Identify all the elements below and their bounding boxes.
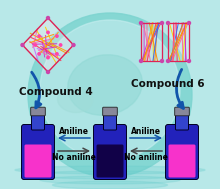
FancyBboxPatch shape — [97, 145, 123, 177]
Circle shape — [161, 22, 163, 25]
Circle shape — [56, 53, 58, 55]
Ellipse shape — [15, 166, 205, 174]
Circle shape — [46, 16, 50, 19]
FancyBboxPatch shape — [103, 113, 117, 130]
FancyBboxPatch shape — [176, 113, 189, 130]
Text: Compound 4: Compound 4 — [19, 87, 93, 97]
Ellipse shape — [28, 171, 192, 179]
FancyBboxPatch shape — [94, 125, 126, 180]
Circle shape — [47, 31, 49, 34]
Ellipse shape — [40, 176, 180, 184]
Text: No aniline: No aniline — [52, 153, 96, 162]
FancyBboxPatch shape — [31, 113, 44, 130]
Circle shape — [28, 13, 192, 177]
Circle shape — [139, 22, 143, 25]
Circle shape — [46, 70, 50, 74]
Ellipse shape — [58, 88, 92, 112]
Text: Aniline: Aniline — [131, 127, 161, 136]
FancyBboxPatch shape — [31, 107, 45, 116]
Circle shape — [167, 60, 169, 63]
Ellipse shape — [68, 55, 142, 115]
Text: Compound 6: Compound 6 — [131, 79, 205, 89]
Circle shape — [21, 43, 24, 46]
Circle shape — [187, 22, 191, 25]
Circle shape — [167, 22, 169, 25]
Circle shape — [59, 44, 62, 46]
Ellipse shape — [53, 181, 167, 189]
Circle shape — [40, 20, 180, 160]
Circle shape — [47, 56, 49, 59]
FancyBboxPatch shape — [165, 125, 198, 180]
Text: No aniline: No aniline — [124, 153, 168, 162]
Circle shape — [38, 53, 40, 55]
Text: Aniline: Aniline — [59, 127, 89, 136]
FancyBboxPatch shape — [169, 145, 196, 177]
Circle shape — [72, 43, 75, 46]
Circle shape — [34, 44, 37, 46]
Circle shape — [187, 60, 191, 63]
FancyBboxPatch shape — [22, 125, 55, 180]
FancyBboxPatch shape — [175, 107, 189, 116]
Circle shape — [56, 35, 58, 37]
FancyBboxPatch shape — [168, 23, 189, 61]
FancyBboxPatch shape — [24, 145, 51, 177]
Circle shape — [38, 35, 40, 37]
FancyBboxPatch shape — [103, 107, 117, 116]
Circle shape — [161, 60, 163, 63]
Circle shape — [139, 60, 143, 63]
Polygon shape — [22, 18, 73, 72]
FancyBboxPatch shape — [141, 23, 162, 61]
